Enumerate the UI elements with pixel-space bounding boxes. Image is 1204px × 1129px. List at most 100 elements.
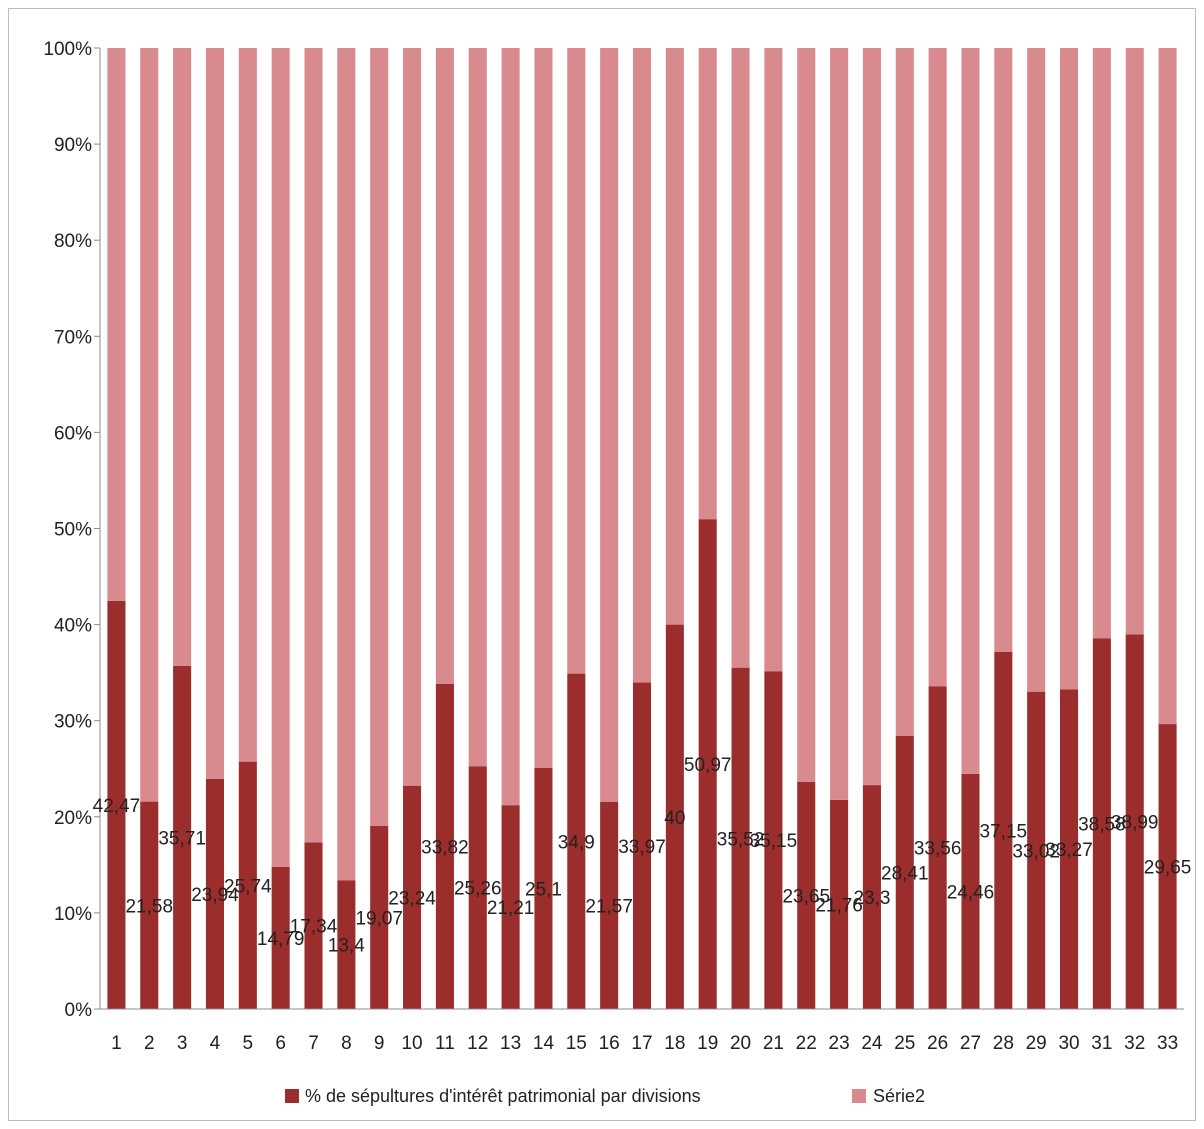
bar-series2-18	[665, 48, 684, 625]
x-tick-label: 3	[177, 1033, 188, 1054]
bar-series2-31	[1092, 48, 1111, 639]
x-tick-label: 5	[243, 1033, 254, 1054]
x-tick-label: 2	[144, 1033, 155, 1054]
legend-swatch-series1	[285, 1089, 299, 1103]
bar-series2-22	[797, 48, 816, 782]
x-tick-label: 8	[341, 1033, 352, 1054]
x-tick-label: 20	[730, 1033, 751, 1054]
data-label-15: 34,9	[558, 832, 595, 853]
x-tick-label: 24	[861, 1033, 883, 1054]
bar-series1-33	[1158, 724, 1177, 1009]
bar-series2-26	[928, 48, 947, 687]
data-label-18: 40	[664, 808, 685, 829]
data-label-8: 13,4	[328, 936, 365, 957]
bar-series1-9	[370, 825, 389, 1009]
bar-series1-24	[862, 785, 881, 1009]
bar-series2-11	[435, 48, 454, 684]
bar-series1-13	[501, 805, 520, 1009]
legend-swatch-series2	[852, 1089, 866, 1103]
bar-series2-15	[567, 48, 586, 674]
bar-series1-20	[731, 667, 750, 1009]
bar-series2-6	[271, 48, 290, 867]
bar-series1-8	[337, 880, 356, 1009]
x-tick-label: 31	[1091, 1033, 1112, 1054]
x-tick-label: 16	[599, 1033, 620, 1054]
x-tick-label: 7	[308, 1033, 319, 1054]
bar-series1-15	[567, 673, 586, 1009]
y-tick-label: 20%	[54, 808, 92, 829]
data-label-13: 21,21	[487, 898, 535, 919]
bar-series1-17	[632, 682, 652, 1009]
bars-group	[107, 48, 1177, 1009]
x-tick-label: 13	[500, 1033, 521, 1054]
bar-series2-30	[1059, 48, 1079, 690]
data-label-24: 23,3	[853, 888, 890, 909]
bar-series2-5	[238, 48, 257, 762]
x-tick-label: 26	[927, 1033, 948, 1054]
bar-series1-4	[205, 778, 225, 1009]
x-tick-label: 17	[631, 1033, 652, 1054]
x-tick-label: 6	[275, 1033, 286, 1054]
x-tick-label: 14	[533, 1033, 555, 1054]
bar-series2-27	[961, 48, 980, 774]
data-label-28: 37,15	[980, 821, 1028, 842]
data-label-5: 25,74	[224, 876, 272, 897]
bar-series1-7	[304, 842, 323, 1009]
bar-series1-3	[173, 665, 192, 1009]
data-label-4: 23,94	[191, 885, 239, 906]
y-tick-label: 90%	[54, 135, 92, 156]
legend-label-series1: % de sépultures d'intérêt patrimonial pa…	[305, 1086, 701, 1106]
y-tick-label: 60%	[54, 423, 92, 444]
data-label-19: 50,97	[684, 755, 732, 776]
x-tick-label: 30	[1058, 1033, 1079, 1054]
x-tick-label: 9	[374, 1033, 385, 1054]
bar-series2-9	[370, 48, 389, 826]
data-label-23: 21,76	[815, 895, 863, 916]
y-tick-label: 0%	[65, 1000, 93, 1021]
data-label-14: 25,1	[525, 879, 562, 900]
data-label-31: 38,58	[1078, 815, 1126, 836]
data-label-7: 17,34	[290, 917, 338, 938]
data-label-21: 35,15	[750, 831, 798, 852]
bar-series2-14	[534, 48, 553, 768]
x-tick-label: 10	[401, 1033, 422, 1054]
y-tick-label: 100%	[43, 39, 92, 60]
bar-series1-26	[928, 686, 947, 1009]
data-label-9: 19,07	[355, 908, 403, 929]
bar-series2-21	[764, 48, 783, 672]
data-label-32: 38,99	[1111, 813, 1159, 834]
y-tick-label: 50%	[54, 520, 92, 541]
data-label-25: 28,41	[881, 863, 929, 884]
data-label-3: 35,71	[158, 828, 206, 849]
data-label-20: 35,52	[717, 829, 765, 850]
bar-series1-12	[468, 766, 487, 1009]
bar-series2-3	[173, 48, 192, 666]
x-tick-label: 28	[993, 1033, 1014, 1054]
bar-series1-19	[698, 519, 717, 1009]
legend-label-series2: Série2	[873, 1086, 925, 1106]
data-label-10: 23,24	[388, 888, 436, 909]
bar-series2-29	[1027, 48, 1046, 692]
bar-series1-10	[403, 785, 422, 1009]
x-tick-label: 15	[566, 1033, 587, 1054]
bar-series1-23	[830, 799, 849, 1009]
data-label-12: 25,26	[454, 879, 502, 900]
bar-series2-24	[862, 48, 881, 786]
data-label-2: 21,58	[125, 896, 173, 917]
bar-series1-28	[994, 651, 1013, 1009]
x-tick-label: 23	[829, 1033, 850, 1054]
bar-series1-2	[140, 801, 159, 1009]
bar-series2-12	[468, 48, 487, 767]
bar-series1-14	[534, 767, 553, 1009]
legend: % de sépultures d'intérêt patrimonial pa…	[285, 1086, 925, 1106]
bar-series2-1	[107, 48, 126, 601]
bar-series1-5	[238, 761, 257, 1009]
bar-series1-18	[665, 624, 684, 1009]
bar-series1-16	[600, 801, 619, 1009]
bar-series2-25	[895, 48, 914, 736]
y-tick-label: 10%	[54, 904, 92, 925]
data-label-1: 42,47	[93, 796, 141, 817]
bar-series2-8	[337, 48, 356, 881]
data-label-11: 33,82	[421, 837, 469, 858]
bar-series2-28	[994, 48, 1013, 652]
